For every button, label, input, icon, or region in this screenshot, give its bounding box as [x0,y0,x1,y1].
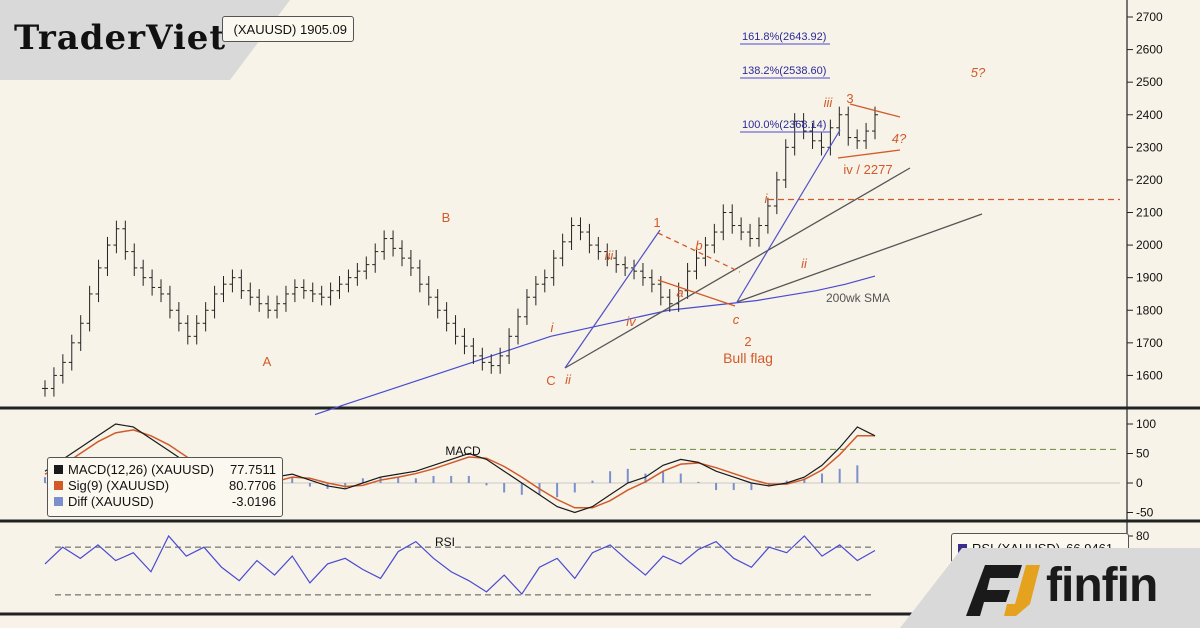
sma-annotation: 200wk SMA [826,291,890,305]
rsi-panel-label: RSI [435,535,455,549]
wave-label: 2 [744,334,751,349]
wave-label: ii [801,256,808,271]
wave-label: 4? [892,131,907,146]
fib-projection-line [736,129,841,303]
sig-legend-name: Sig(9) (XAUUSD) [68,477,170,493]
wave-label: A [263,354,272,369]
price-tick-label: 2400 [1136,108,1163,122]
diff-swatch [54,496,63,506]
trendline [564,167,911,369]
diff-legend-value: -3.0196 [231,493,276,509]
rsi-tick-label: 80 [1136,529,1150,543]
wave-label: iii [824,95,834,110]
wave-label: B [442,210,451,225]
wave-label: ii [565,372,572,387]
macd-legend: MACD(12,26) (XAUUSD) 77.7511 Sig(9) (XAU… [47,457,283,517]
brand-logo-traderviet: TraderViet [14,18,227,58]
macd-legend-row: MACD(12,26) (XAUUSD) 77.7511 [48,461,282,477]
price-tick-label: 1800 [1136,303,1163,317]
wave-label: 3 [846,91,853,106]
wave-label: iii [605,248,615,263]
price-tick-label: 2600 [1136,43,1163,57]
wave-label: b [695,238,702,253]
sig-legend-row: Sig(9) (XAUUSD) 80.7706 [48,477,282,493]
wave-label: C [546,373,555,388]
macd-tick-label: 0 [1136,476,1143,490]
wave-label: 1 [653,215,660,230]
price-tick-label: 2000 [1136,238,1163,252]
price-tick-label: 2200 [1136,173,1163,187]
correction-line [657,232,741,273]
rsi-line [44,534,876,596]
wave-label: i [551,320,555,335]
fib-level-label: 100.0%(2368.14) [742,119,826,131]
macd-tick-label: 100 [1136,417,1156,431]
rsi-swatch [958,543,967,553]
rsi-legend-name: RSI (XAUUSD) [972,540,1061,556]
price-tick-label: 1600 [1136,368,1163,382]
price-tick-label: 1700 [1136,336,1163,350]
price-tick-label: 2300 [1136,140,1163,154]
triangle-line [837,149,901,159]
macd-panel-label: MACD [445,444,481,458]
macd-tick-label: -50 [1136,506,1154,520]
trendline [736,213,983,303]
brand-logo-finfin: finfin [1046,559,1158,612]
rsi-legend-value: 66.9461 [1066,540,1114,556]
wave-label: c [733,312,740,327]
fib-level-label: 161.8%(2643.92) [742,31,826,43]
price-tick-label: 2700 [1136,10,1163,24]
triangle-line [849,103,901,118]
fib-level-label: 138.2%(2538.60) [742,65,826,77]
correction-line [657,279,736,307]
wave-label: iv / 2277 [843,162,892,177]
wave-label: 5? [971,65,986,80]
price-tick-label: 2100 [1136,206,1163,220]
signal-line [44,429,875,509]
wave-label: i [765,191,769,206]
macd-legend-value: 77.7511 [229,461,276,477]
sig-legend-value: 80.7706 [229,477,276,493]
fib-projection-line [564,229,661,369]
diff-legend-name: Diff (XAUUSD) [68,493,154,509]
macd-swatch [54,464,63,474]
price-tick-label: 2500 [1136,75,1163,89]
macd-legend-name: MACD(12,26) (XAUUSD) [68,461,214,477]
price-legend: (XAUUSD) 1905.09 [222,16,354,42]
macd-tick-label: 50 [1136,447,1150,461]
brand-banner-left [0,0,290,80]
price-tick-label: 1900 [1136,271,1163,285]
wave-label: iv [626,314,637,329]
bull-flag-annotation: Bull flag [723,350,773,366]
price-legend-text: (XAUUSD) 1905.09 [233,21,347,37]
diff-legend-row: Diff (XAUUSD) -3.0196 [48,493,282,509]
sma-200wk-line [314,275,876,416]
wave-label: a [676,285,683,300]
sig-swatch [54,480,63,490]
